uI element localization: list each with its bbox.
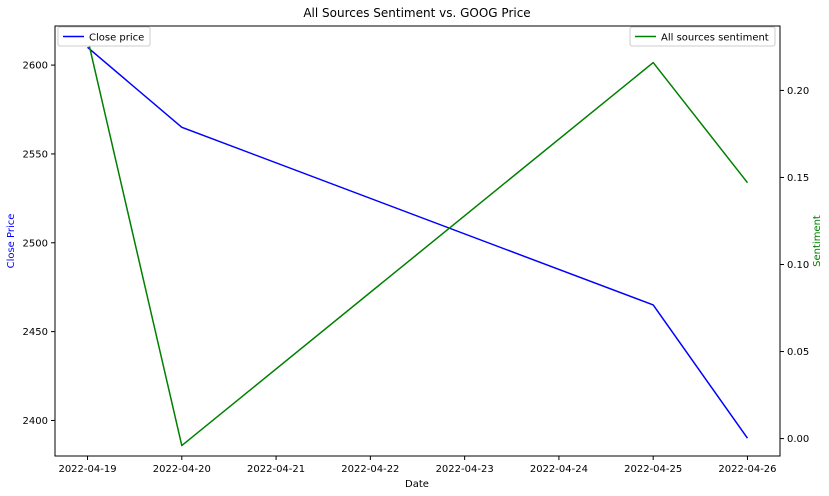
right-y-tick-label: 0.00 <box>787 434 809 445</box>
axes-frame <box>54 25 781 457</box>
legend-sentiment-label: All sources sentiment <box>661 33 769 44</box>
legend-close-price: Close price <box>57 26 151 47</box>
x-tick-label: 2022-04-21 <box>247 464 305 475</box>
x-tick-label: 2022-04-20 <box>153 464 211 475</box>
legend-sentiment-box <box>629 26 776 47</box>
right-y-tick-label: 0.20 <box>787 86 809 97</box>
x-tick-label: 2022-04-26 <box>718 464 776 475</box>
left-y-tick-label: 2550 <box>23 149 48 160</box>
right-y-tick-label: 0.10 <box>787 260 809 271</box>
x-tick-label: 2022-04-22 <box>341 464 399 475</box>
x-tick-label: 2022-04-24 <box>530 464 588 475</box>
axes-layer: 2022-04-19 2022-04-20 2022-04-21 2022-04-22… <box>23 25 809 475</box>
legend-close-price-label: Close price <box>89 33 144 44</box>
x-tick-label: 2022-04-23 <box>436 464 494 475</box>
left-y-tick-label: 2450 <box>23 327 48 338</box>
left-y-tick-label: 2400 <box>23 416 48 427</box>
x-tick-label: 2022-04-19 <box>58 464 116 475</box>
left-y-tick-label: 2500 <box>23 238 48 249</box>
series-layer <box>86 38 749 447</box>
right-y-tick-label: 0.15 <box>787 173 809 184</box>
plot-area <box>55 26 780 456</box>
right-axis-label: Sentiment <box>812 215 823 267</box>
left-y-tick-label: 2600 <box>23 61 48 72</box>
series-line-close-price <box>87 46 749 439</box>
legend-close-price-box <box>57 26 151 47</box>
chart-title: All Sources Sentiment vs. GOOG Price <box>303 6 530 20</box>
legend-sentiment: All sources sentiment <box>629 26 776 47</box>
left-axis-label: Close Price <box>6 214 17 269</box>
x-tick-label: 2022-04-25 <box>624 464 682 475</box>
right-y-tick-label: 0.05 <box>787 347 809 358</box>
plot-background <box>55 26 780 456</box>
series-line-sentiment <box>86 38 749 447</box>
x-axis-label: Date <box>405 479 429 490</box>
